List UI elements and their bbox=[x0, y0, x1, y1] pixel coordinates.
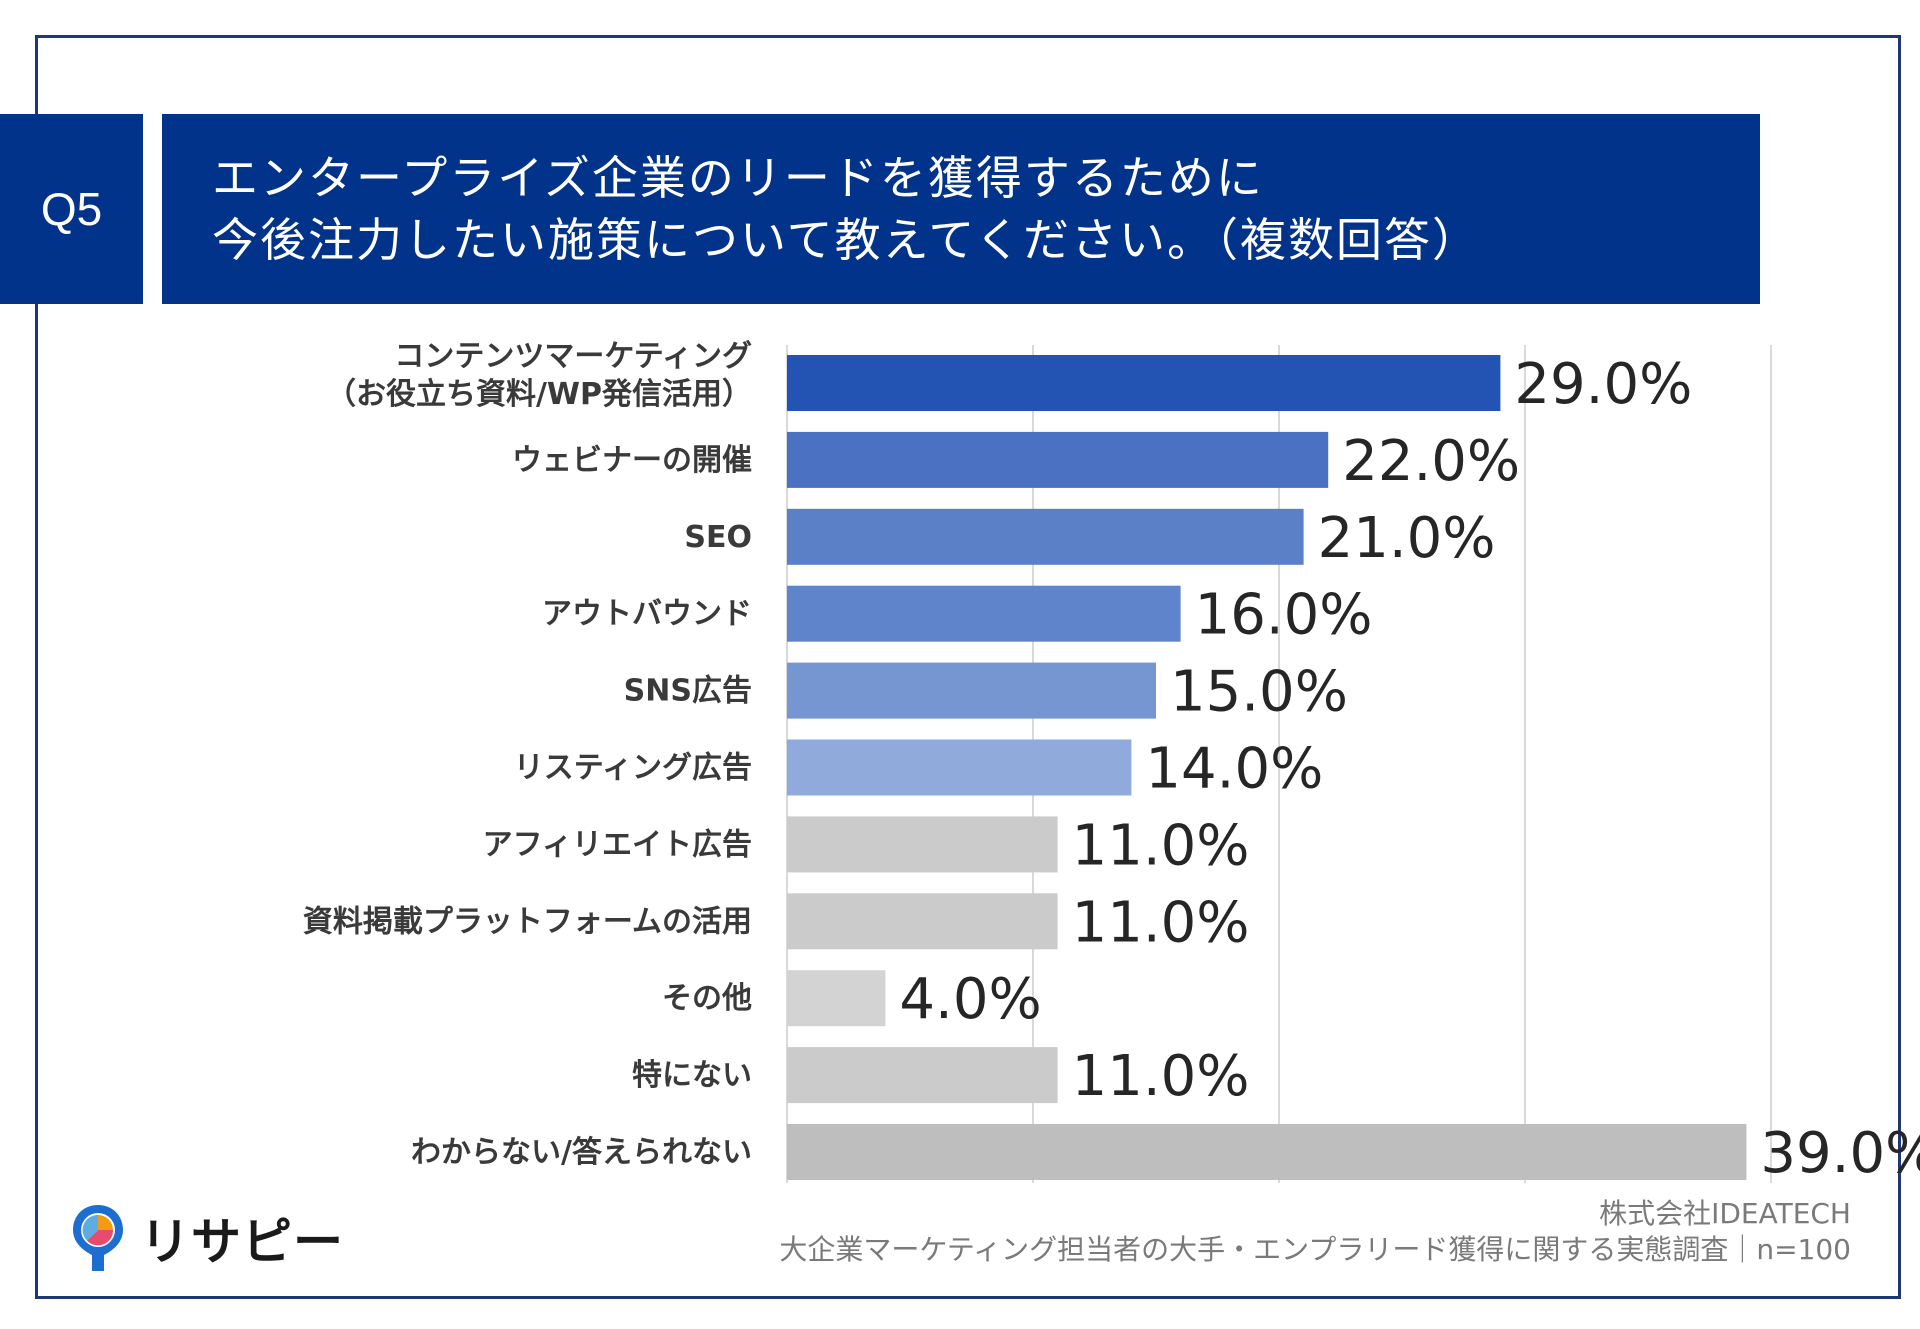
category-label-1: ウェビナーの開催 bbox=[512, 443, 752, 478]
question-text-line-2: 今後注力したい施策について教えてください。（複数回答） bbox=[212, 213, 1480, 267]
bar-6 bbox=[787, 816, 1058, 873]
value-label-1: 22.0% bbox=[1342, 429, 1520, 494]
source-block: 株式会社IDEATECH 大企業マーケティング担当者の大手・エンプラリード獲得に… bbox=[779, 1196, 1851, 1268]
value-label-2: 21.0% bbox=[1318, 506, 1496, 571]
value-label-0: 29.0% bbox=[1514, 352, 1692, 417]
bar-7 bbox=[787, 893, 1058, 950]
chart-frame bbox=[35, 35, 1901, 1299]
bar-2 bbox=[787, 508, 1304, 565]
category-label-2: SEO bbox=[684, 520, 752, 555]
value-label-8: 4.0% bbox=[899, 967, 1041, 1032]
category-label-0-1: （お役立ち資料/WP発信活用） bbox=[326, 377, 752, 412]
company-name: 株式会社IDEATECH bbox=[1599, 1197, 1851, 1230]
category-label-7: 資料掲載プラットフォームの活用 bbox=[303, 904, 752, 939]
category-label-6: アフィリエイト広告 bbox=[483, 827, 752, 862]
bar-0 bbox=[787, 355, 1501, 411]
question-text-line-1: エンタープライズ企業のリードを獲得するために bbox=[212, 151, 1264, 205]
value-label-9: 11.0% bbox=[1072, 1044, 1250, 1109]
bar-3 bbox=[787, 585, 1181, 642]
bar-10 bbox=[787, 1124, 1747, 1180]
value-label-6: 11.0% bbox=[1072, 813, 1250, 878]
bar-5 bbox=[787, 739, 1132, 796]
value-label-3: 16.0% bbox=[1195, 583, 1373, 648]
map-pin-pie-icon bbox=[73, 1205, 123, 1271]
logo-text: リサピー bbox=[140, 1213, 344, 1271]
category-label-0-0: コンテンツマーケティング bbox=[394, 339, 752, 374]
category-label-9: 特にない bbox=[632, 1058, 752, 1093]
bars bbox=[787, 355, 1747, 1180]
bar-4 bbox=[787, 662, 1156, 719]
logo: リサピー bbox=[70, 1203, 344, 1273]
question-number: Q5 bbox=[40, 183, 103, 235]
survey-description: 大企業マーケティング担当者の大手・エンプラリード獲得に関する実態調査｜n=100 bbox=[779, 1233, 1851, 1266]
category-label-10: わからない/答えられない bbox=[411, 1135, 752, 1170]
value-labels: 29.0% 22.0% 21.0% 16.0% 15.0% 14.0% 11.0% 11.0%… bbox=[899, 352, 1920, 1186]
category-label-5: リスティング広告 bbox=[514, 751, 752, 786]
value-label-10: 39.0% bbox=[1760, 1121, 1920, 1186]
bar-8 bbox=[787, 970, 886, 1027]
bar-9 bbox=[787, 1047, 1058, 1104]
value-label-4: 15.0% bbox=[1170, 660, 1348, 725]
value-label-5: 14.0% bbox=[1145, 737, 1323, 802]
question-number-badge: Q5 bbox=[0, 114, 143, 304]
bar-1 bbox=[787, 431, 1329, 488]
category-label-8: その他 bbox=[662, 981, 752, 1016]
category-label-3: アウトバウンド bbox=[542, 597, 752, 632]
category-label-4: SNS広告 bbox=[624, 674, 752, 709]
question-banner: エンタープライズ企業のリードを獲得するために 今後注力したい施策について教えてく… bbox=[162, 114, 1760, 304]
value-label-7: 11.0% bbox=[1072, 890, 1250, 955]
category-labels: コンテンツマーケティング（お役立ち資料/WP発信活用） ウェビナーの開催 SEO アウ… bbox=[303, 339, 752, 1170]
